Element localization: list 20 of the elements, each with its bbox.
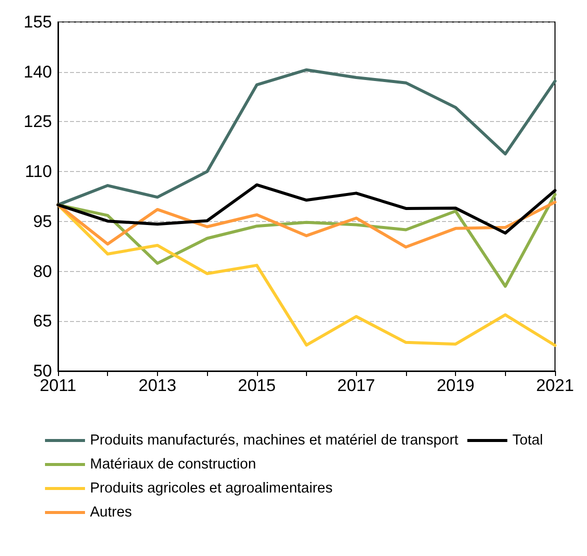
x-tick-label: 2017 [337,376,376,395]
x-tick-label: 2013 [138,376,176,395]
x-tick-label: 2015 [238,376,276,395]
line-series [56,200,556,249]
y-tick-label: 80 [33,262,52,281]
legend-label: Produits agricoles et agroalimentaires [90,480,333,496]
x-tick-label: 2021 [536,376,574,395]
y-tick-label: 65 [33,312,52,331]
y-tick-label: 155 [24,12,52,32]
legend-label: Autres [90,504,132,520]
y-tick-label: 110 [24,162,52,182]
line-series [56,68,556,206]
x-tick-label: 2019 [436,376,475,395]
legend-label: Matériaux de construction [90,456,256,472]
line-series [56,193,556,288]
y-tick-label: 125 [24,112,52,132]
legend-label: Total [512,432,543,448]
legend-label: Produits manufacturés, machines et matériel de transport [90,432,458,448]
y-tick-label: 140 [24,62,52,82]
y-tick-label: 95 [33,212,52,231]
